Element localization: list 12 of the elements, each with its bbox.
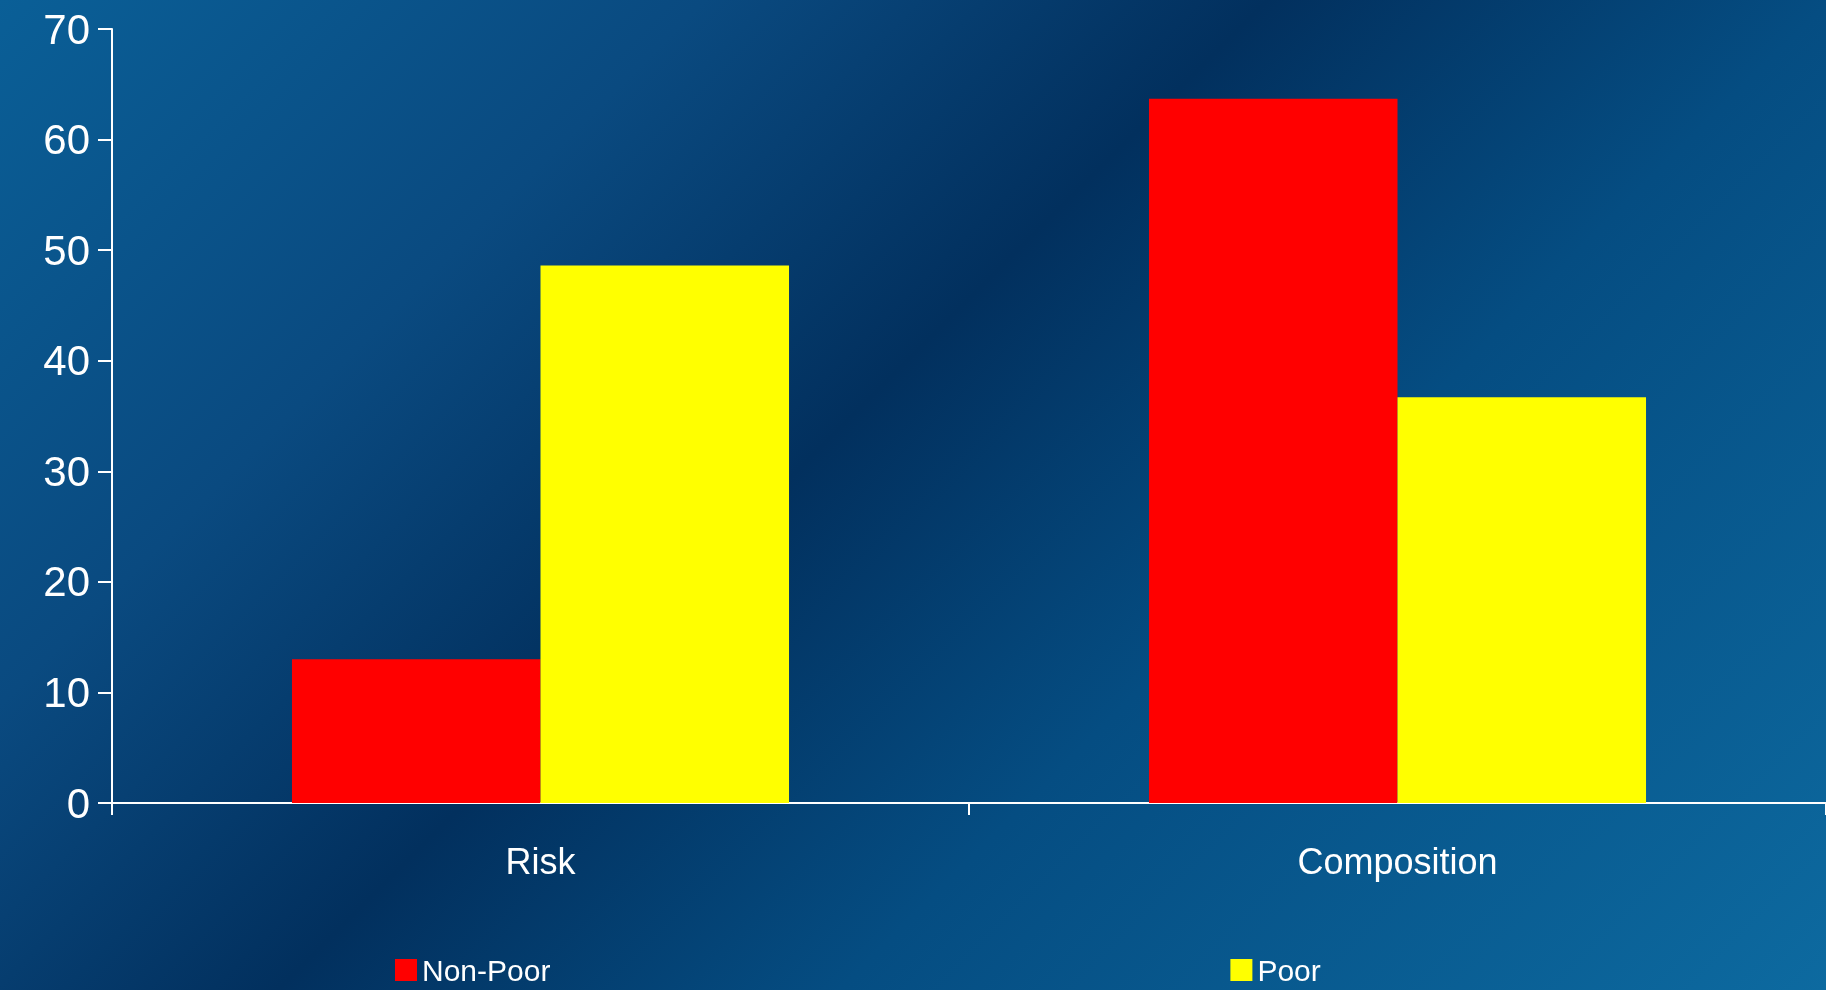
x-tick-label: Composition <box>1297 840 1498 882</box>
y-tick-label: 30 <box>43 447 90 495</box>
y-tick-label: 70 <box>43 5 90 53</box>
y-tick-label: 10 <box>43 668 90 716</box>
legend-label: Poor <box>1257 953 1321 987</box>
y-tick-label: 20 <box>43 558 90 606</box>
legend-label: Non-Poor <box>422 953 551 987</box>
y-tick-label: 40 <box>43 337 90 385</box>
y-tick-label: 0 <box>66 779 90 827</box>
x-tick-label: Risk <box>505 840 577 882</box>
y-tick-label: 50 <box>43 226 90 274</box>
y-tick-label: 60 <box>43 116 90 164</box>
